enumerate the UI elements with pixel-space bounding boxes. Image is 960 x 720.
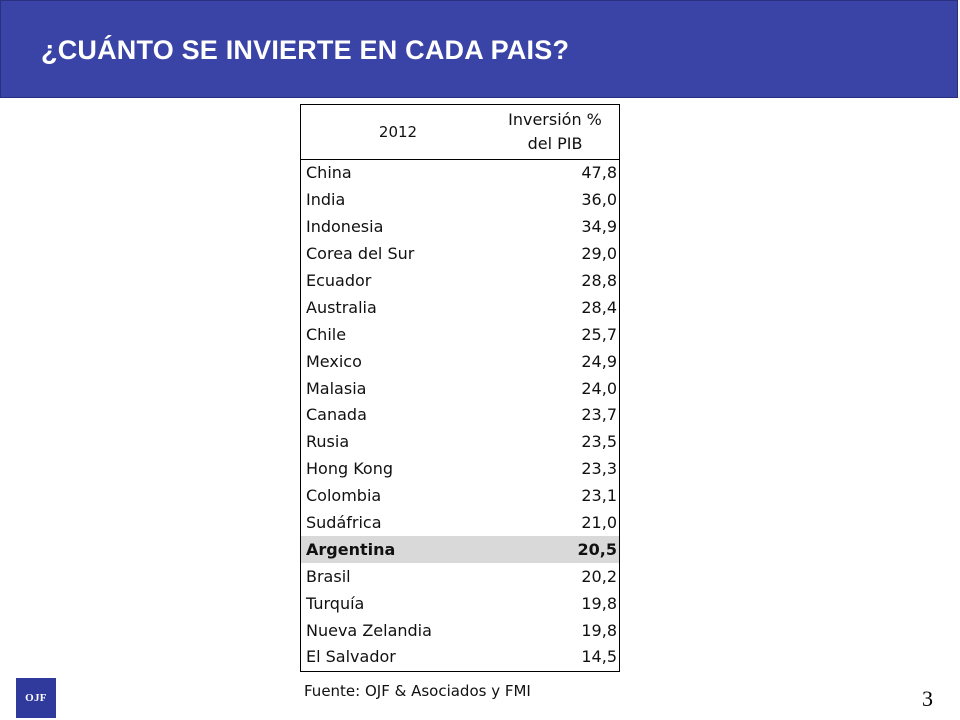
country-cell: Colombia bbox=[306, 486, 382, 506]
table-row: Colombia 23,1 bbox=[301, 483, 620, 510]
table-header-row: 2012 Inversión % del PIB bbox=[300, 104, 620, 160]
value-cell: 23,7 bbox=[581, 405, 617, 425]
country-cell: Rusia bbox=[306, 432, 350, 452]
value-cell: 28,8 bbox=[581, 271, 617, 290]
table-row: Chile 25,7 bbox=[301, 321, 620, 348]
value-cell: 25,7 bbox=[581, 324, 617, 344]
country-cell: Indonesia bbox=[306, 217, 384, 237]
value-cell: 19,8 bbox=[581, 593, 617, 613]
country-cell: Mexico bbox=[306, 351, 362, 371]
country-cell: Sudáfrica bbox=[306, 513, 382, 533]
value-cell: 20,2 bbox=[581, 566, 617, 586]
value-cell: 14,5 bbox=[581, 647, 617, 667]
value-cell: 23,1 bbox=[581, 486, 617, 506]
country-cell: Malasia bbox=[306, 378, 367, 398]
country-cell: Corea del Sur bbox=[306, 244, 415, 264]
header-value: Inversión % del PIB bbox=[495, 104, 620, 160]
table-row: Hong Kong 23,3 bbox=[301, 456, 620, 483]
value-cell: 28,4 bbox=[581, 297, 617, 317]
country-cell: China bbox=[306, 163, 352, 183]
table-row: Turquía 19,8 bbox=[301, 590, 620, 617]
country-cell: Hong Kong bbox=[306, 459, 393, 479]
value-cell: 24,9 bbox=[581, 351, 617, 371]
header-value-line2: del PIB bbox=[527, 134, 583, 153]
table-row: Brasil 20,2 bbox=[301, 563, 620, 590]
investment-table-container: 2012 Inversión % del PIB China 47,8 India 3… bbox=[300, 104, 620, 672]
value-cell: 34,9 bbox=[581, 217, 617, 237]
country-cell: Canada bbox=[306, 405, 367, 425]
value-cell: 29,0 bbox=[581, 244, 617, 264]
slide-title: ¿CUÁNTO SE INVIERTE EN CADA PAIS? bbox=[41, 35, 570, 65]
table-row: Sudáfrica 21,0 bbox=[301, 510, 620, 537]
table-row: Argentina 20,5 bbox=[300, 536, 620, 564]
ojf-logo: OJF bbox=[16, 678, 56, 718]
table-row: Malasia 24,0 bbox=[301, 375, 620, 402]
value-cell: 23,3 bbox=[581, 459, 617, 479]
page-number: 3 bbox=[922, 686, 933, 711]
header-year: 2012 bbox=[300, 104, 495, 160]
country-cell: Ecuador bbox=[306, 271, 372, 290]
country-cell: Nueva Zelandia bbox=[306, 620, 432, 640]
table-row: China 47,8 bbox=[301, 160, 620, 187]
country-cell: Argentina bbox=[300, 536, 495, 564]
table-row: El Salvador 14,5 bbox=[301, 644, 620, 671]
logo-text: OJF bbox=[25, 692, 47, 704]
investment-table: 2012 Inversión % del PIB China 47,8 India 3… bbox=[300, 104, 620, 672]
table-row: Indonesia 34,9 bbox=[301, 214, 620, 241]
value-cell: 47,8 bbox=[581, 163, 617, 183]
value-cell: 21,0 bbox=[581, 513, 617, 533]
country-cell: Australia bbox=[306, 297, 377, 317]
table-row: Mexico 24,9 bbox=[301, 348, 620, 375]
value-cell: 23,5 bbox=[581, 432, 617, 452]
country-cell: India bbox=[306, 190, 346, 210]
country-cell: Turquía bbox=[306, 593, 365, 613]
table-row: Rusia 23,5 bbox=[301, 429, 620, 456]
table-row: India 36,0 bbox=[301, 187, 620, 214]
table-body: China 47,8 India 36,0 Indonesia 34,9 Corea del… bbox=[300, 160, 620, 672]
country-cell: Chile bbox=[306, 324, 347, 344]
table-row: Nueva Zelandia 19,8 bbox=[301, 617, 620, 644]
table-row: Ecuador 28,8 bbox=[301, 268, 620, 295]
table-row: Australia 28,4 bbox=[301, 294, 620, 321]
table-row: Corea del Sur 29,0 bbox=[301, 241, 620, 268]
source-note: Fuente: OJF & Asociados y FMI bbox=[304, 682, 531, 700]
table-row: Canada 23,7 bbox=[301, 402, 620, 429]
value-cell: 36,0 bbox=[581, 190, 617, 210]
value-cell: 20,5 bbox=[495, 536, 620, 564]
country-cell: El Salvador bbox=[306, 647, 396, 667]
title-band: ¿CUÁNTO SE INVIERTE EN CADA PAIS? bbox=[0, 0, 958, 98]
value-cell: 24,0 bbox=[581, 378, 617, 398]
country-cell: Brasil bbox=[306, 566, 351, 586]
value-cell: 19,8 bbox=[581, 620, 617, 640]
header-value-line1: Inversión % bbox=[508, 110, 602, 129]
